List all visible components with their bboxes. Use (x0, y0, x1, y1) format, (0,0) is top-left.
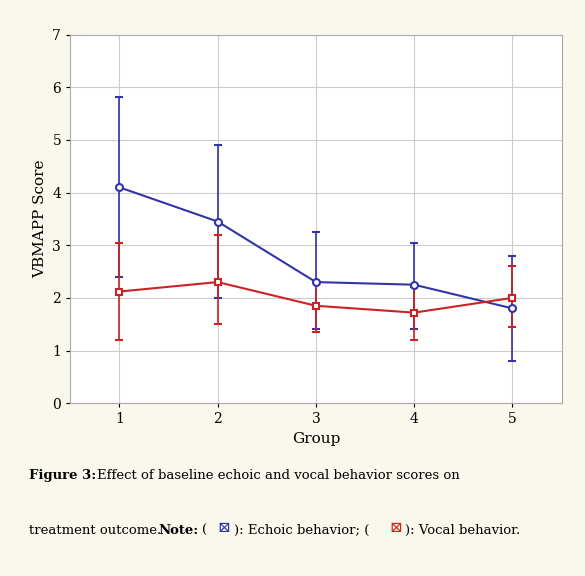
Text: (: ( (202, 524, 207, 537)
Text: ): Echoic behavior; (: ): Echoic behavior; ( (234, 524, 369, 537)
Y-axis label: VBMAPP Score: VBMAPP Score (33, 160, 47, 278)
Text: ): Vocal behavior.: ): Vocal behavior. (405, 524, 521, 537)
Text: ⊠: ⊠ (389, 521, 402, 535)
Text: Effect of baseline echoic and vocal behavior scores on: Effect of baseline echoic and vocal beha… (97, 469, 459, 483)
X-axis label: Group: Group (292, 432, 340, 446)
Text: ⊠: ⊠ (218, 521, 230, 535)
Text: Note:: Note: (158, 524, 198, 537)
Text: Figure 3:: Figure 3: (29, 469, 97, 483)
Text: treatment outcome.: treatment outcome. (29, 524, 161, 537)
